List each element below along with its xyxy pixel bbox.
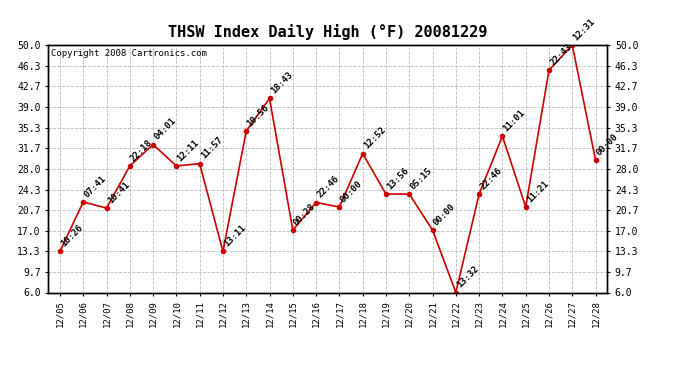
- Text: 11:01: 11:01: [502, 108, 527, 134]
- Text: 05:15: 05:15: [408, 166, 434, 191]
- Text: 18:43: 18:43: [268, 70, 294, 96]
- Text: 12:31: 12:31: [571, 17, 597, 42]
- Text: 10:41: 10:41: [106, 180, 131, 206]
- Text: 13:32: 13:32: [455, 264, 480, 290]
- Title: THSW Index Daily High (°F) 20081229: THSW Index Daily High (°F) 20081229: [168, 24, 487, 40]
- Text: 07:41: 07:41: [82, 174, 108, 199]
- Text: 22:43: 22:43: [548, 42, 573, 68]
- Text: 00:28: 00:28: [292, 202, 317, 227]
- Text: 13:11: 13:11: [222, 223, 248, 249]
- Text: 22:46: 22:46: [478, 166, 504, 191]
- Text: 00:00: 00:00: [595, 132, 620, 158]
- Text: 22:18: 22:18: [129, 138, 155, 163]
- Text: Copyright 2008 Cartronics.com: Copyright 2008 Cartronics.com: [51, 49, 207, 58]
- Text: 13:56: 13:56: [385, 166, 411, 191]
- Text: 00:00: 00:00: [339, 179, 364, 204]
- Text: 10:26: 10:26: [59, 223, 84, 249]
- Text: 12:52: 12:52: [362, 125, 387, 151]
- Text: 11:21: 11:21: [525, 179, 550, 204]
- Text: 00:00: 00:00: [432, 202, 457, 227]
- Text: 12:11: 12:11: [175, 138, 201, 163]
- Text: 10:56: 10:56: [246, 103, 270, 128]
- Text: 22:46: 22:46: [315, 174, 341, 200]
- Text: 04:01: 04:01: [152, 116, 177, 142]
- Text: 11:57: 11:57: [199, 135, 224, 161]
